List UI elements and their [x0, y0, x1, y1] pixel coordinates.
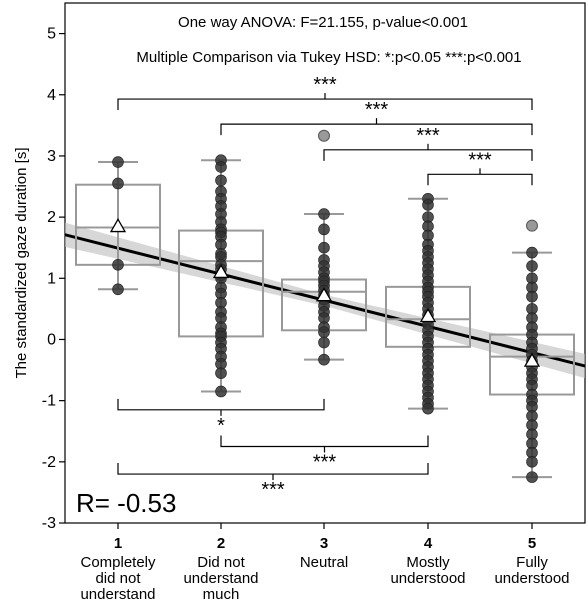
plot-frame [64, 2, 586, 524]
comparison-bracket [220, 123, 533, 136]
x-tick-label: understand [80, 586, 155, 603]
x-tick-label: Completely [80, 554, 156, 571]
y-tick-label: 1 [47, 270, 56, 287]
regression-line [65, 233, 585, 368]
comparison-bracket [427, 173, 533, 186]
box-group-4 [385, 192, 471, 415]
data-point [215, 385, 227, 398]
data-point [215, 161, 227, 173]
x-tick-number: 1 [114, 535, 122, 552]
y-tick-label: 0 [47, 331, 56, 348]
regression-group [65, 222, 585, 379]
correlation-label: R= -0.53 [76, 488, 176, 518]
data-point [526, 246, 538, 259]
data-point [526, 290, 538, 303]
y-axis-label: The standardized gaze duration [s] [13, 148, 30, 379]
y-tick-label: 2 [47, 209, 56, 226]
x-tick-label: did not [95, 570, 141, 587]
comparison-bracket [117, 463, 429, 475]
x-tick-label: understand [183, 570, 258, 587]
data-point [318, 336, 330, 349]
y-tick-label: -1 [42, 393, 56, 410]
comparison-label: *** [468, 149, 492, 171]
data-point [526, 471, 538, 483]
comparison-bracket [220, 435, 429, 448]
mean-marker [109, 217, 127, 233]
comparison-label: *** [313, 74, 337, 96]
x-tick-label: Neutral [300, 554, 348, 571]
x-tick-number: 3 [320, 535, 328, 552]
data-point [215, 367, 227, 379]
comparison-bottom-2: *** [117, 463, 429, 501]
data-point [318, 208, 330, 220]
data-point [422, 199, 434, 211]
data-point [112, 177, 124, 190]
tukey-annotation: Multiple Comparison via Tukey HSD: *:p<0… [136, 49, 521, 66]
comparison-bracket [117, 98, 533, 111]
data-point [112, 156, 124, 168]
data-point [112, 283, 124, 296]
data-point [318, 241, 330, 254]
box-group-3 [281, 129, 367, 366]
x-tick-label: understood [390, 570, 465, 587]
comparison-label: *** [416, 125, 440, 147]
comparison-top-0: *** [117, 74, 533, 111]
data-point [422, 402, 434, 415]
x-tick-label: Did not [197, 554, 245, 571]
y-tick-label: -3 [42, 515, 56, 532]
box-group-1 [75, 156, 161, 296]
y-tick-label: 5 [47, 26, 56, 43]
data-point [112, 259, 124, 271]
x-tick-number: 4 [424, 535, 433, 552]
y-tick-label: 3 [47, 148, 56, 165]
data-point [318, 326, 330, 338]
x-tick-number: 5 [528, 535, 536, 552]
x-tick-label: understood [494, 570, 569, 587]
data-point [526, 456, 538, 468]
comparison-top-2: *** [323, 125, 533, 161]
comparison-label: *** [313, 452, 337, 474]
comparison-label: *** [261, 479, 285, 501]
anova-annotation: One way ANOVA: F=21.155, p-value<0.001 [178, 14, 468, 31]
mean-marker [315, 287, 333, 302]
data-point [215, 174, 227, 187]
x-tick-label: Fully [516, 554, 548, 571]
y-tick-label: -2 [42, 454, 56, 471]
comparison-label: * [217, 415, 225, 437]
comparison-bottom-1: *** [220, 435, 429, 474]
comparison-bottom-0: * [117, 398, 325, 437]
outlier-point [526, 219, 538, 232]
comparison-top-1: *** [220, 99, 533, 136]
mean-marker [523, 352, 541, 367]
x-tick-number: 2 [217, 535, 225, 552]
data-point [318, 353, 330, 366]
x-tick-label: much [203, 586, 240, 603]
comparison-bracket [117, 398, 325, 411]
y-tick-label: 4 [47, 87, 56, 104]
x-tick-label: Mostly [406, 554, 450, 571]
comparison-bracket [323, 149, 533, 161]
comparison-label: *** [365, 99, 389, 121]
data-point [318, 223, 330, 236]
outlier-point [318, 129, 330, 142]
mean-marker [212, 263, 230, 279]
data-point [526, 260, 538, 272]
mean-marker [419, 307, 437, 323]
comparison-top-3: *** [427, 149, 533, 186]
